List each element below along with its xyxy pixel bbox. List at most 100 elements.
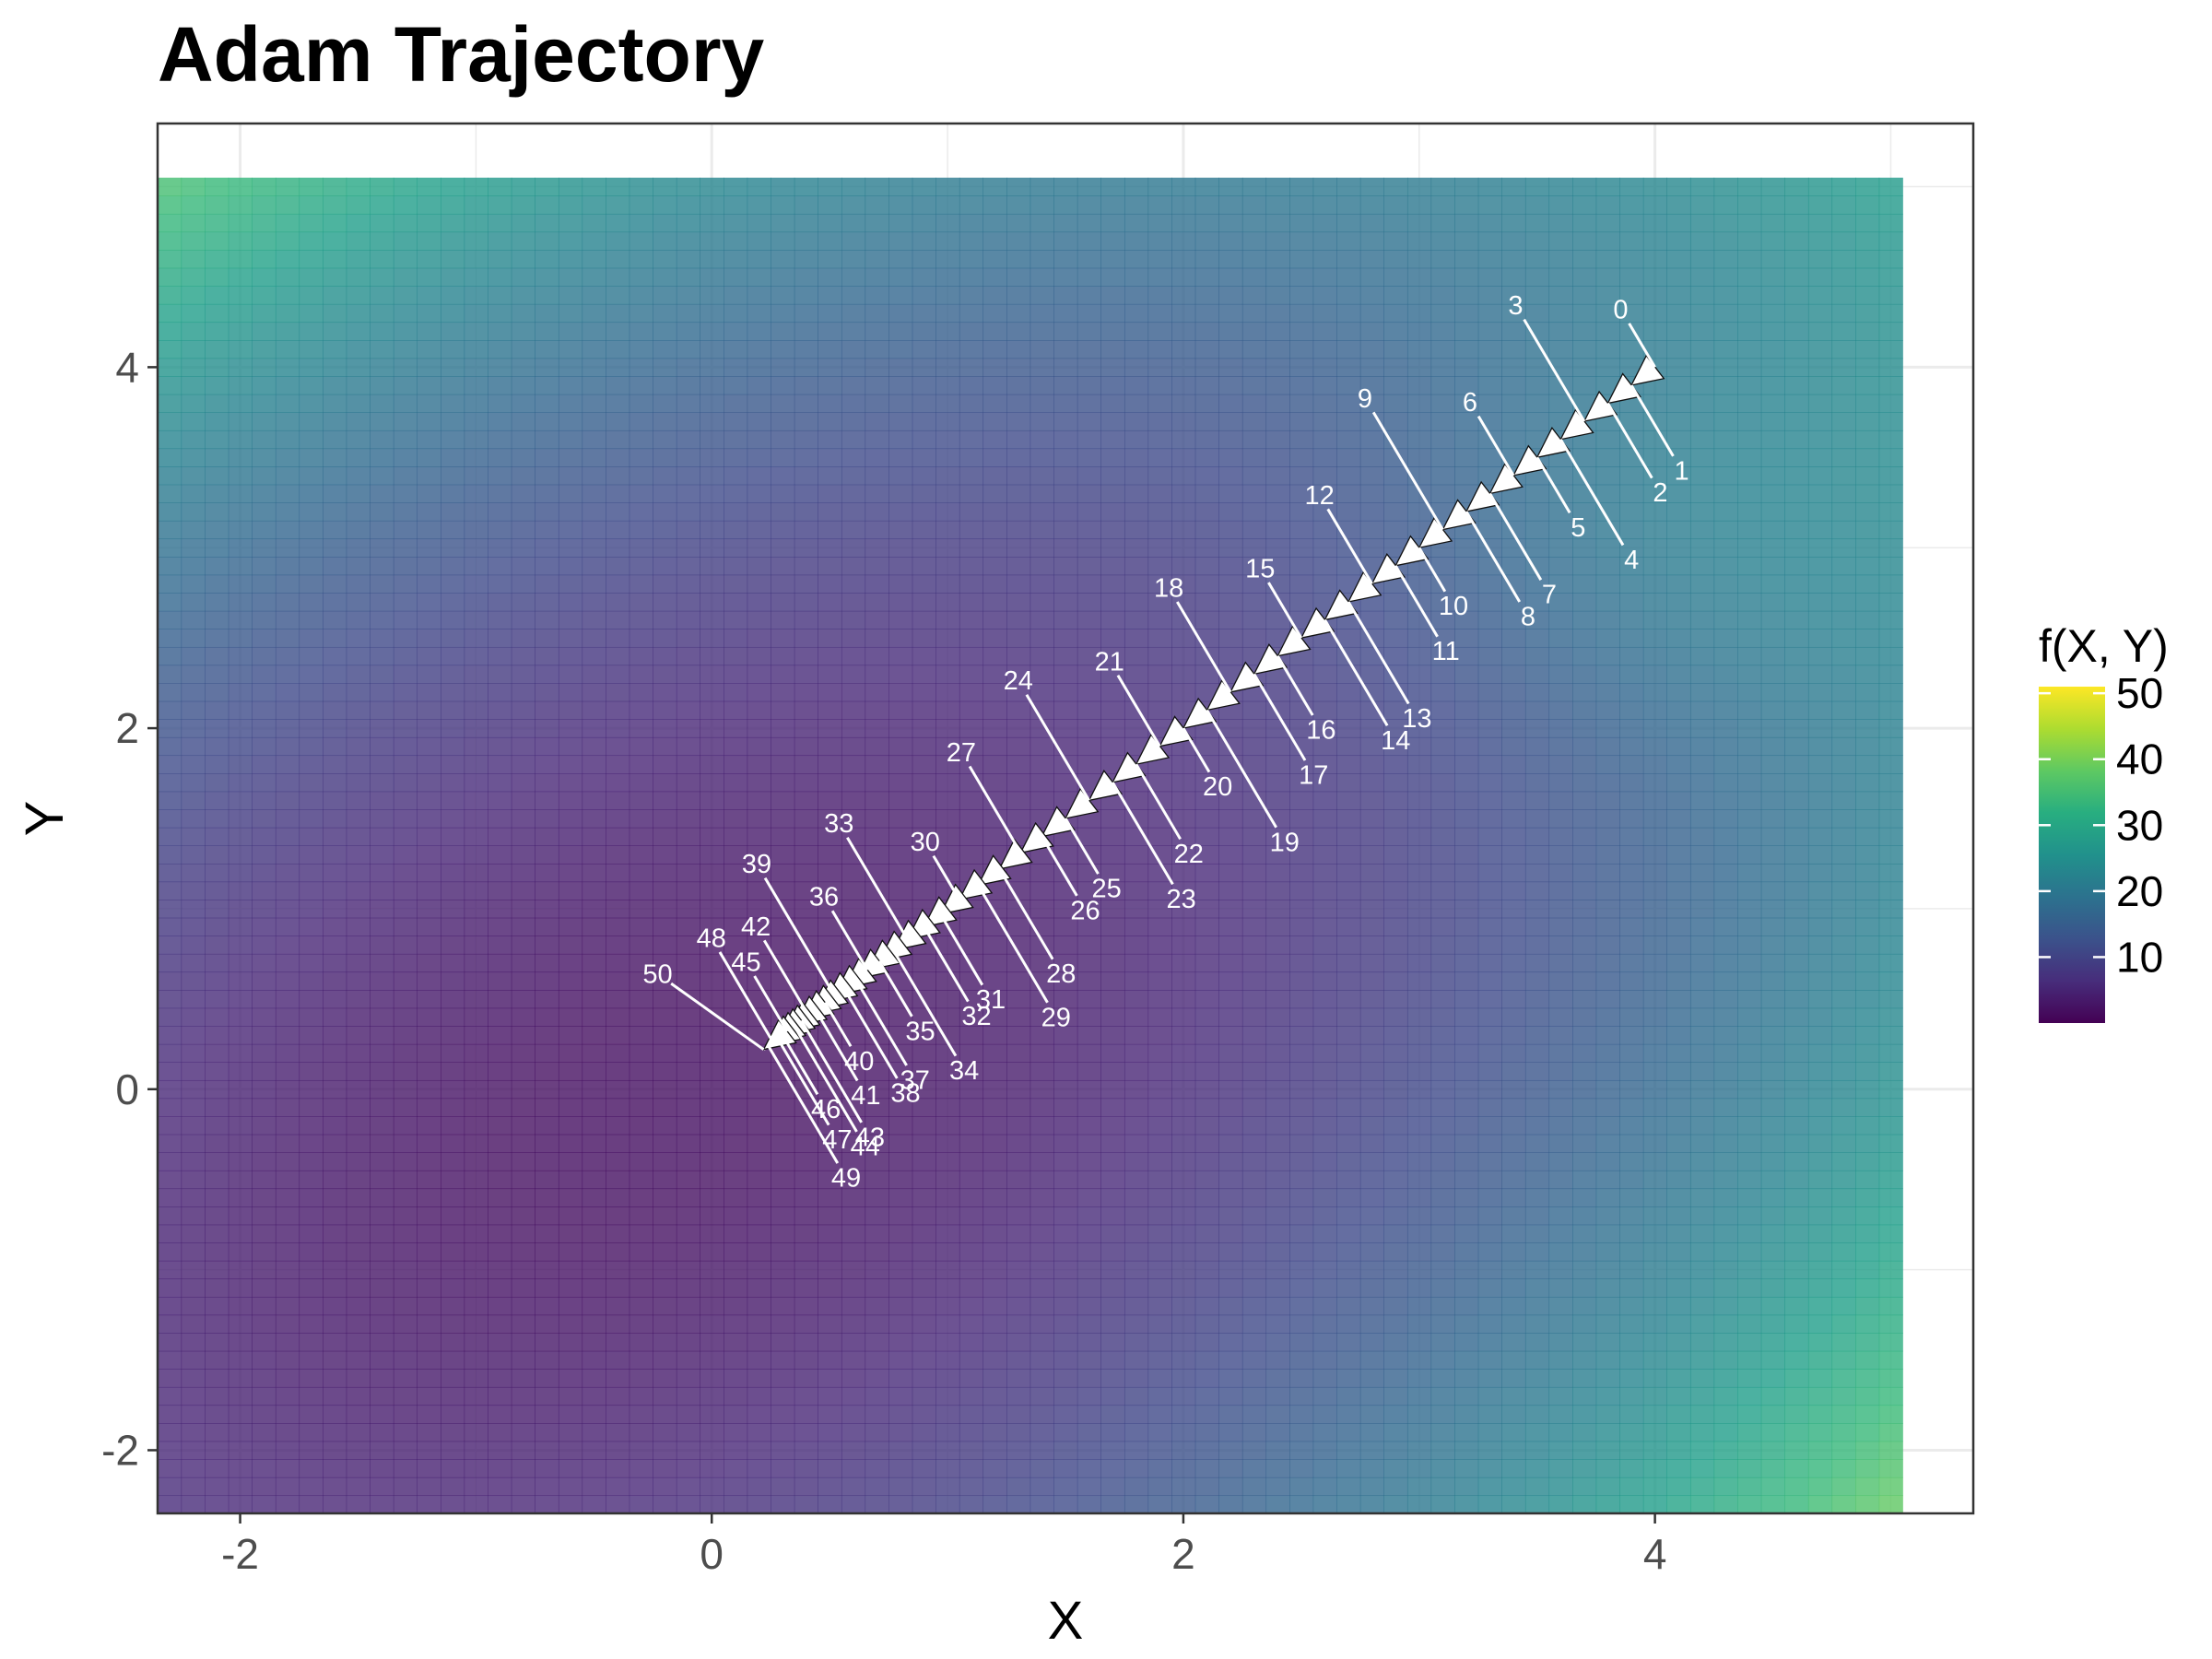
heatmap-cell [1572, 1386, 1597, 1406]
heatmap-cell [1477, 250, 1502, 269]
heatmap-cell [393, 286, 418, 305]
heatmap-cell [1619, 1116, 1644, 1135]
heatmap-cell [888, 1224, 913, 1243]
heatmap-cell [606, 683, 630, 702]
heatmap-cell [1265, 791, 1290, 810]
heatmap-cell [865, 845, 889, 865]
heatmap-cell [1006, 881, 1031, 900]
heatmap-cell [1430, 683, 1455, 702]
heatmap-cell [535, 358, 559, 377]
heatmap-cell [1006, 538, 1031, 558]
heatmap-cell [464, 593, 488, 612]
heatmap-cell [629, 881, 653, 900]
heatmap-cell [912, 394, 936, 413]
heatmap-cell [346, 466, 371, 486]
heatmap-cell [1006, 863, 1031, 883]
heatmap-cell [205, 1386, 229, 1406]
heatmap-cell [865, 917, 889, 936]
heatmap-cell [1030, 1350, 1054, 1370]
heatmap-cell [441, 1459, 465, 1478]
heatmap-cell [228, 827, 253, 846]
heatmap-cell [982, 520, 1007, 540]
heatmap-cell [865, 250, 889, 269]
heatmap-cell [181, 1170, 206, 1190]
heatmap-cell [1713, 1260, 1738, 1279]
heatmap-cell [158, 1079, 182, 1100]
heatmap-cell [1383, 917, 1408, 936]
heatmap-cell [252, 1278, 276, 1298]
heatmap-cell [582, 557, 606, 576]
heatmap-cell [158, 736, 182, 757]
heatmap-cell [1689, 773, 1715, 793]
heatmap-cell [323, 863, 347, 883]
heatmap-cell [488, 484, 512, 503]
heatmap-cell [252, 845, 276, 865]
heatmap-cell [1666, 195, 1691, 215]
heatmap-cell [1312, 1350, 1337, 1370]
heatmap-cell [511, 990, 535, 1009]
heatmap-cell [1312, 791, 1337, 810]
heatmap-cell [158, 719, 182, 738]
heatmap-cell [1477, 629, 1502, 648]
heatmap-cell [441, 250, 465, 269]
heatmap-cell [1713, 863, 1738, 883]
heatmap-cell [205, 755, 229, 774]
heatmap-cell [1359, 1242, 1384, 1262]
heatmap-cell [888, 1152, 913, 1171]
heatmap-cell [1689, 881, 1715, 900]
heatmap-cell [1289, 502, 1314, 522]
heatmap-cell [464, 1405, 488, 1424]
heatmap-cell [1171, 683, 1196, 702]
heatmap-cell [888, 1026, 913, 1045]
heatmap-cell [1501, 1152, 1526, 1171]
heatmap-cell [794, 412, 818, 431]
heatmap-cell [323, 646, 347, 666]
heatmap-cell [724, 935, 748, 955]
heatmap-cell [1359, 322, 1384, 341]
heatmap-cell [1689, 791, 1715, 810]
heatmap-cell [205, 538, 229, 558]
heatmap-cell [1595, 1188, 1620, 1207]
heatmap-cell [1642, 1170, 1667, 1190]
heatmap-cell [700, 1170, 724, 1190]
heatmap-cell [724, 791, 748, 810]
heatmap-cell [1359, 1062, 1384, 1081]
heatmap-cell [982, 1170, 1007, 1190]
heatmap-cell [158, 935, 182, 955]
heatmap-cell [1100, 1152, 1125, 1171]
heatmap-cell [1666, 1477, 1691, 1497]
heatmap-cell [393, 1386, 418, 1406]
heatmap-cell [1218, 1260, 1243, 1279]
heatmap-cell [771, 827, 795, 846]
heatmap-cell [228, 267, 253, 287]
heatmap-cell [700, 267, 724, 287]
heatmap-cell [1030, 1369, 1054, 1388]
heatmap-cell [1147, 358, 1172, 377]
heatmap-cell [865, 1477, 889, 1497]
heatmap-cell [1524, 1098, 1550, 1117]
heatmap-cell [912, 700, 936, 720]
heatmap-cell [1336, 1278, 1361, 1298]
heatmap-cell [1241, 1350, 1267, 1370]
heatmap-cell [629, 1026, 653, 1045]
heatmap-cell [1642, 791, 1667, 810]
heatmap-cell [606, 1242, 630, 1262]
heatmap-cell [1171, 1170, 1196, 1190]
heatmap-cell [346, 971, 371, 991]
heatmap-cell [865, 1098, 889, 1117]
heatmap-cell [205, 683, 229, 702]
heatmap-cell [1100, 683, 1125, 702]
heatmap-cell [323, 755, 347, 774]
heatmap-cell [724, 1495, 748, 1513]
heatmap-cell [935, 1405, 960, 1424]
heatmap-cell [1006, 394, 1031, 413]
heatmap-cell [888, 736, 913, 757]
heatmap-cell [1053, 900, 1078, 919]
heatmap-cell [724, 917, 748, 936]
heatmap-cell [1359, 177, 1384, 196]
heatmap-cell [1218, 1441, 1243, 1460]
heatmap-cell [724, 376, 748, 395]
heatmap-cell [1642, 1134, 1667, 1153]
heatmap-cell [1595, 322, 1620, 341]
heatmap-cell [1147, 1423, 1172, 1442]
